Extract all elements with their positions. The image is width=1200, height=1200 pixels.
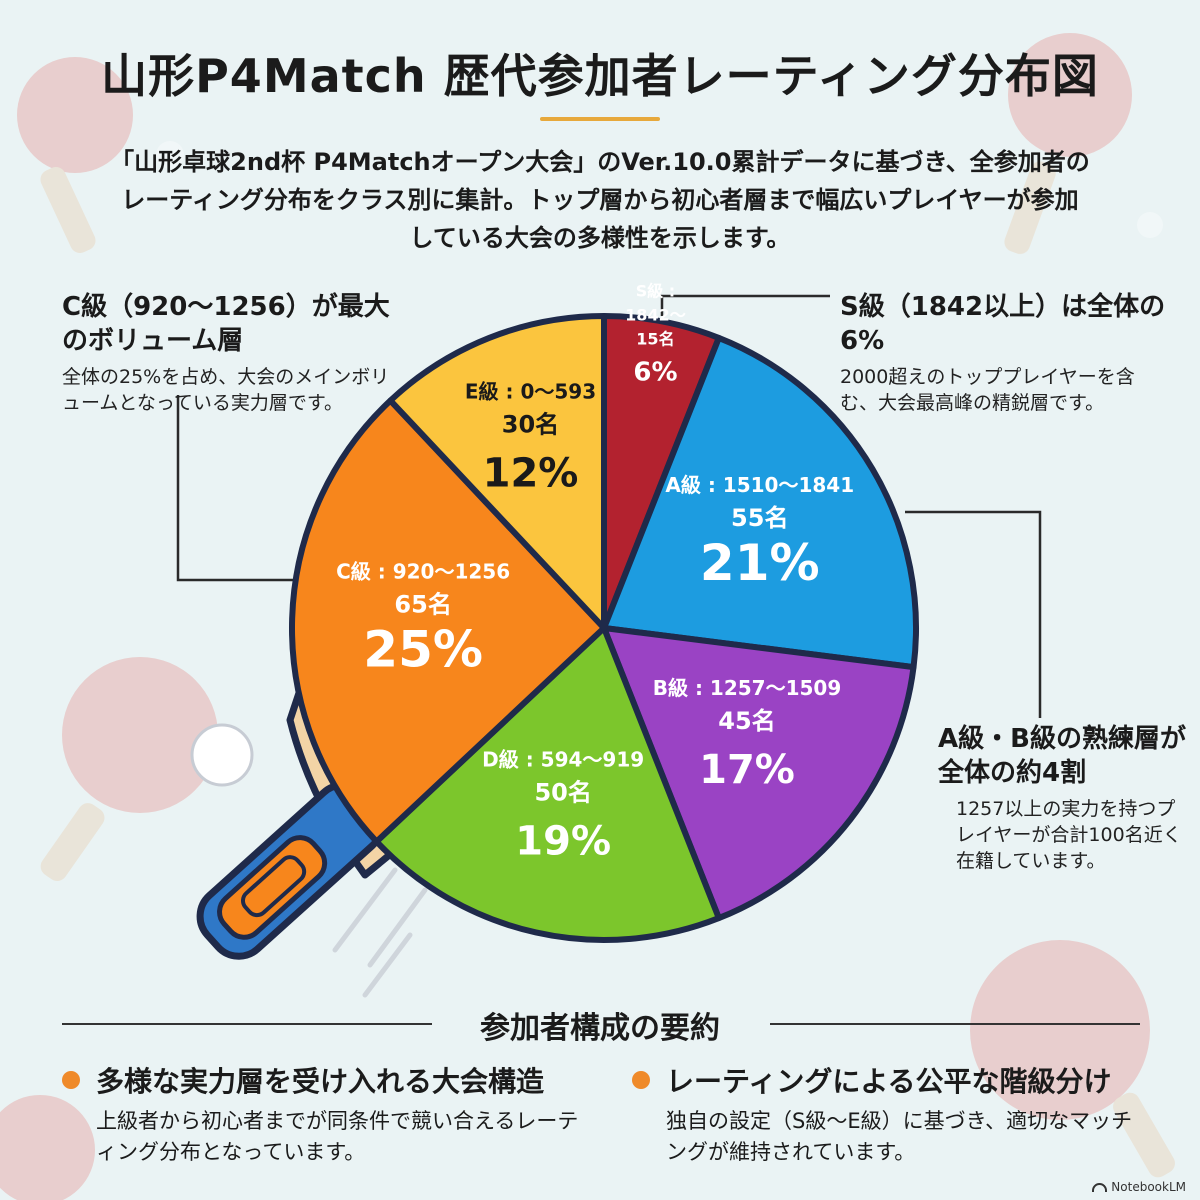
summary-divider-right (770, 1023, 1140, 1025)
bullet-icon (62, 1071, 80, 1089)
slice-label: S級 : 1842〜 15名 6% (625, 281, 686, 387)
summary-divider-left (62, 1023, 432, 1025)
slice-range-label: 1842〜 (625, 305, 686, 324)
connector-ab (905, 510, 1042, 718)
slice-percent-label: 6% (633, 357, 677, 387)
summary-item-heading: レーティングによる公平な階級分け (666, 1065, 1112, 1098)
slice-count-label: 15名 (636, 329, 674, 348)
summary-item: 多様な実力層を受け入れる大会構造 上級者から初心者までが同条件で競い合えるレーテ… (62, 1060, 582, 1168)
bullet-icon (632, 1071, 650, 1089)
slice-count-label: 65名 (394, 590, 451, 618)
paddle-decoration-top-right (1004, 33, 1163, 254)
ball-icon (190, 723, 254, 787)
summary-item-body: 独自の設定（S級〜E級）に基づき、適切なマッチングが維持されています。 (666, 1109, 1133, 1164)
callout-ab-heading: A級・B級の熟練層が全体の約4割 (938, 724, 1186, 788)
slice-class-label: D級 : 594〜919 (482, 748, 644, 772)
slice-count-label: 55名 (731, 504, 788, 532)
paddle-decoration-bottom-left (0, 1095, 95, 1200)
slice-class-label: C級 : 920〜1256 (336, 559, 510, 583)
notebooklm-logo-icon (1092, 1182, 1108, 1192)
pie-slice (601, 625, 917, 922)
summary-item: レーティングによる公平な階級分け 独自の設定（S級〜E級）に基づき、適切なマッチ… (632, 1060, 1152, 1168)
summary-title: 参加者構成の要約 (480, 1011, 720, 1046)
page-title: 山形P4Match 歴代参加者レーティング分布図 (101, 49, 1099, 103)
slice-label: B級 : 1257〜1509 45名 17% (653, 676, 842, 793)
slice-count-label: 30名 (502, 410, 559, 438)
credit: NotebookLM (1092, 1180, 1186, 1194)
connector-c (176, 395, 298, 582)
slice-label: D級 : 594〜919 50名 19% (482, 748, 644, 865)
summary-item-heading: 多様な実力層を受け入れる大会構造 (96, 1065, 545, 1098)
slice-class-label: E級 : 0〜593 (465, 379, 596, 403)
slice-count-label: 45名 (718, 707, 775, 735)
callout-ab-body: 1257以上の実力を持つプレイヤーが合計100名近く在籍しています。 (956, 798, 1182, 872)
slice-percent-label: 17% (699, 747, 795, 793)
pie-slice (601, 334, 919, 671)
pie-slice (373, 625, 722, 943)
paddle-decoration-left (40, 657, 218, 881)
title-underline (540, 117, 660, 121)
slice-class-label: S級 : (636, 281, 676, 300)
slice-class-label: A級 : 1510〜1841 (665, 473, 854, 497)
callout-s-heading: S級（1842以上）は全体の6% (840, 292, 1166, 356)
connector-s (660, 294, 830, 316)
pie-slice (289, 397, 607, 845)
callout-c-class: C級（920〜1256）が最大のボリューム層 全体の25%を占め、大会のメインボ… (62, 290, 392, 416)
callout-s-class: S級（1842以上）は全体の6% 2000超えのトッププレイヤーを含む、大会最高… (840, 290, 1170, 416)
paddle-decoration-bottom-right (970, 940, 1175, 1178)
summary-item-body: 上級者から初心者までが同条件で競い合えるレーティング分布となっています。 (96, 1109, 579, 1164)
pie-slice (387, 313, 607, 631)
callout-c-body: 全体の25%を占め、大会のメインボリュームとなっている実力層です。 (62, 366, 390, 414)
summary-item-header: 多様な実力層を受け入れる大会構造 (62, 1060, 582, 1100)
callout-ab-class: A級・B級の熟練層が全体の約4割 1257以上の実力を持つプレイヤーが合計100… (938, 722, 1188, 874)
motion-lines (332, 867, 428, 998)
slice-percent-label: 19% (515, 819, 611, 865)
summary-item-header: レーティングによる公平な階級分け (632, 1060, 1152, 1100)
callout-s-body: 2000超えのトッププレイヤーを含む、大会最高峰の精鋭層です。 (840, 366, 1135, 414)
slice-label: E級 : 0〜593 30名 12% (465, 379, 596, 496)
slice-class-label: B級 : 1257〜1509 (653, 676, 842, 700)
paddle-decoration-top-left (17, 57, 184, 253)
slice-percent-label: 12% (483, 450, 579, 496)
intro-text: 「山形卓球2nd杯 P4Matchオープン大会」のVer.10.0累計データに基… (110, 148, 1090, 252)
callout-c-heading: C級（920〜1256）が最大のボリューム層 (62, 292, 390, 356)
slice-count-label: 50名 (534, 779, 591, 807)
credit-text: NotebookLM (1111, 1180, 1186, 1194)
slice-percent-label: 25% (363, 620, 483, 678)
callout-connectors (176, 294, 1042, 718)
slice-percent-label: 21% (700, 534, 820, 592)
